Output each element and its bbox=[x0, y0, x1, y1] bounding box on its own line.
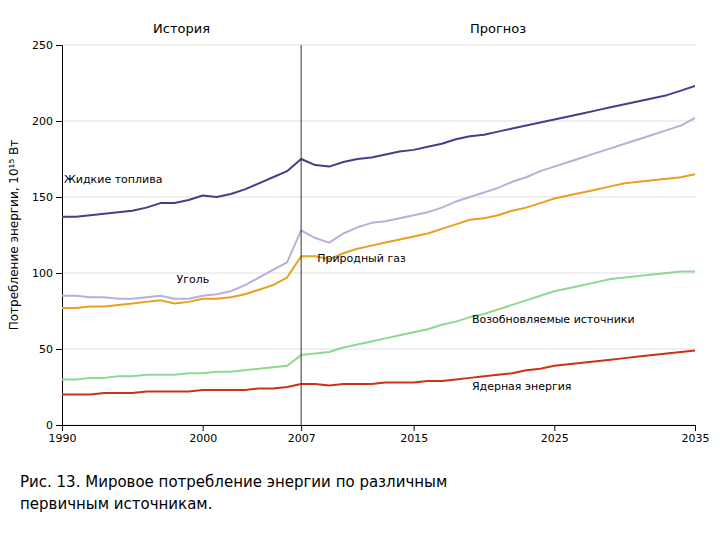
caption: первичным источникам. bbox=[20, 495, 212, 513]
tick-label: 1990 bbox=[49, 432, 77, 445]
annotation: Ядерная энергия bbox=[472, 380, 572, 393]
grid-line bbox=[62, 349, 695, 350]
tick-label: 0 bbox=[46, 419, 53, 432]
tick: 100 bbox=[32, 267, 62, 280]
y-axis: 0 50 100 150 200 250 bbox=[32, 39, 63, 432]
tick-mark bbox=[56, 121, 62, 122]
series-line bbox=[62, 174, 695, 308]
annotation: Возобновляемые источники bbox=[472, 313, 635, 326]
tick-label: 200 bbox=[32, 115, 53, 128]
series-line bbox=[62, 86, 695, 217]
grid bbox=[62, 45, 695, 425]
tick-label: 50 bbox=[39, 343, 53, 356]
tick: 2000 bbox=[189, 425, 217, 445]
divider-line bbox=[301, 45, 302, 425]
series-line bbox=[62, 118, 695, 299]
tick: 200 bbox=[32, 115, 62, 128]
tick-label: 250 bbox=[32, 39, 53, 52]
series-line bbox=[62, 271, 695, 379]
tick: 2025 bbox=[541, 425, 569, 445]
tick-mark bbox=[301, 425, 302, 431]
series-line bbox=[62, 351, 695, 395]
grid-line bbox=[62, 121, 695, 122]
section-label: Прогноз bbox=[470, 21, 526, 36]
tick-label: 2000 bbox=[189, 432, 217, 445]
tick-mark bbox=[414, 425, 415, 431]
tick-mark bbox=[695, 425, 696, 431]
tick-label: 2015 bbox=[400, 432, 428, 445]
tick: 2007 bbox=[288, 425, 316, 445]
tick-label: 100 bbox=[32, 267, 53, 280]
chart: 1990 2000 2007 2015 2025 2035 0 50 100 150 200 250 П… bbox=[0, 0, 720, 540]
grid-line bbox=[62, 273, 695, 274]
tick-mark bbox=[56, 45, 62, 46]
tick-mark bbox=[203, 425, 204, 431]
annotation: Жидкие топлива bbox=[64, 173, 162, 186]
grid-line bbox=[62, 45, 695, 46]
tick: 0 bbox=[46, 419, 62, 432]
axis-line bbox=[56, 46, 63, 426]
tick-mark bbox=[554, 425, 555, 431]
tick-label: 150 bbox=[32, 191, 53, 204]
caption: Рис. 13. Мировое потребление энергии по … bbox=[20, 473, 447, 491]
x-axis: 1990 2000 2007 2015 2025 2035 bbox=[49, 425, 710, 445]
tick-label: 2025 bbox=[541, 432, 569, 445]
y-axis-title: Потребление энергии, 10¹⁵ Вт bbox=[7, 140, 21, 331]
tick: 2035 bbox=[682, 425, 710, 445]
tick-label: 2007 bbox=[288, 432, 316, 445]
chart-container: 1990 2000 2007 2015 2025 2035 0 50 100 150 200 250 П… bbox=[0, 0, 720, 540]
tick-mark bbox=[56, 349, 62, 350]
tick: 50 bbox=[39, 343, 62, 356]
annotation: Природный газ bbox=[317, 252, 406, 265]
section-label: История bbox=[153, 21, 210, 36]
tick-mark bbox=[56, 273, 62, 274]
tick-mark bbox=[56, 197, 62, 198]
tick-mark bbox=[56, 425, 62, 426]
tick-label: 2035 bbox=[682, 432, 710, 445]
plot-area bbox=[62, 45, 695, 425]
grid-line bbox=[62, 197, 695, 198]
tick: 150 bbox=[32, 191, 62, 204]
annotation: Уголь bbox=[177, 273, 210, 286]
tick: 250 bbox=[32, 39, 62, 52]
tick: 2015 bbox=[400, 425, 428, 445]
axis-line bbox=[63, 426, 696, 432]
